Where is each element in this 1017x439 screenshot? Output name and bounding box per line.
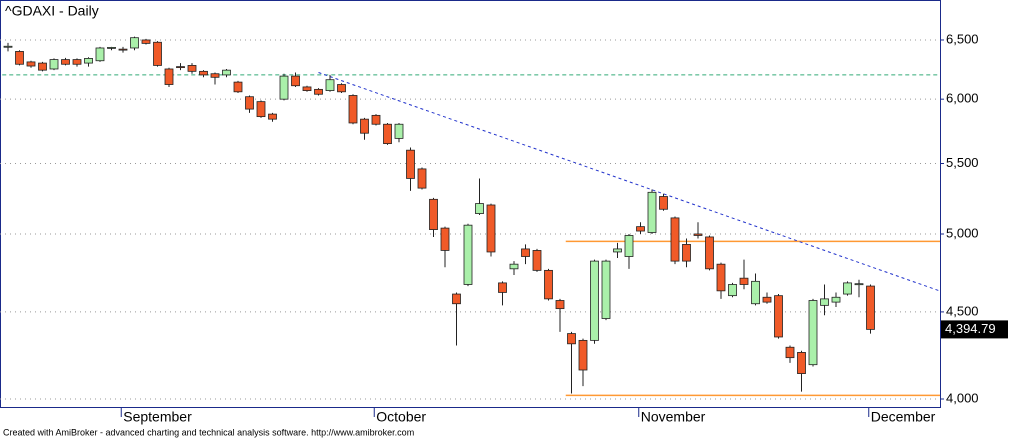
candle-body (245, 96, 254, 110)
candle-body (153, 41, 162, 66)
candle-body (360, 118, 369, 134)
x-tick-label: September (123, 409, 192, 425)
candle-body (302, 86, 312, 91)
y-tick-label: 6,000 (946, 91, 979, 106)
candle-body (820, 298, 829, 306)
candle-body (348, 95, 358, 124)
candle-body (394, 123, 404, 139)
candle-body (371, 114, 381, 125)
candle-body (693, 233, 703, 236)
candle-body (452, 293, 461, 305)
candle-body (498, 282, 507, 293)
candle-body (521, 248, 530, 257)
plot-area (0, 36, 940, 400)
candle-body (486, 204, 496, 253)
candle-body (670, 217, 680, 262)
candle-body (831, 296, 841, 303)
candle-body (256, 101, 266, 118)
candle-body (187, 65, 197, 72)
candle-body (3, 45, 13, 48)
candle-body (164, 68, 174, 85)
candle-body (705, 236, 714, 270)
candle-body (544, 269, 553, 300)
candle-body (199, 70, 208, 76)
candle-body (590, 260, 599, 341)
last-price-label: 4,394.79 (945, 321, 996, 336)
candle-body (176, 66, 185, 69)
candle-body (682, 244, 691, 262)
candle-body (716, 263, 726, 292)
candle-body (61, 59, 70, 65)
candle-body (141, 39, 151, 44)
candle-body (279, 75, 289, 100)
candle-body (314, 88, 323, 95)
candle-body (613, 248, 622, 253)
candle-body (26, 61, 36, 67)
candle-body (406, 149, 415, 179)
candle-body (843, 282, 852, 295)
candle-body (222, 69, 231, 76)
candle-body (268, 113, 277, 120)
candle-body (107, 47, 116, 49)
x-tick-label: October (376, 409, 426, 425)
x-tick-label: December (871, 409, 936, 425)
candle-body (118, 48, 128, 51)
candle-body (601, 260, 611, 319)
y-tick-label: 6,500 (946, 31, 979, 46)
candle-body (475, 203, 484, 214)
candle-body (429, 198, 438, 230)
candle-body (797, 352, 806, 374)
candle-body (130, 37, 139, 49)
candle-body (854, 283, 864, 286)
candle-body (728, 284, 737, 297)
plot-frame (0, 0, 941, 408)
candle-body (866, 285, 875, 330)
footer: Created with AmiBroker - advanced charti… (3, 427, 414, 437)
candle-body (774, 295, 783, 338)
candle-body (555, 300, 565, 310)
candle-body (785, 346, 795, 359)
candle-body (84, 58, 93, 64)
candle-body (72, 59, 82, 65)
y-tick-label: 4,500 (946, 303, 979, 318)
candle-body (739, 277, 749, 285)
candle-body (578, 339, 588, 371)
candle-body (440, 227, 450, 251)
candle-body (808, 300, 818, 366)
candle-body (210, 73, 220, 78)
y-tick-label: 5,000 (946, 225, 979, 240)
candle-body (762, 296, 772, 303)
candle-body (463, 224, 473, 285)
candle-body (636, 226, 645, 232)
trendline (318, 72, 940, 292)
last-price-box (941, 320, 1008, 339)
candle-body (325, 79, 335, 91)
y-tick-label: 4,000 (946, 390, 979, 405)
candle-body (624, 235, 634, 257)
candle-body (49, 59, 59, 70)
candle-body (233, 81, 243, 93)
candle-body (95, 47, 105, 62)
candle-body (751, 280, 760, 305)
candle-body (417, 168, 427, 189)
candle-body (38, 62, 47, 71)
candle-body (532, 250, 542, 271)
candle-body (647, 191, 657, 233)
candle-body (15, 51, 24, 65)
candle-body (567, 333, 576, 345)
y-tick-label: 5,500 (946, 155, 979, 170)
chart-title: ^GDAXI - Daily (5, 3, 99, 19)
candle-body (291, 75, 300, 87)
candle-body (659, 196, 668, 210)
x-tick-label: November (641, 409, 706, 425)
candle-body (383, 123, 392, 145)
candle-body (337, 84, 346, 93)
candle-body (509, 263, 519, 270)
